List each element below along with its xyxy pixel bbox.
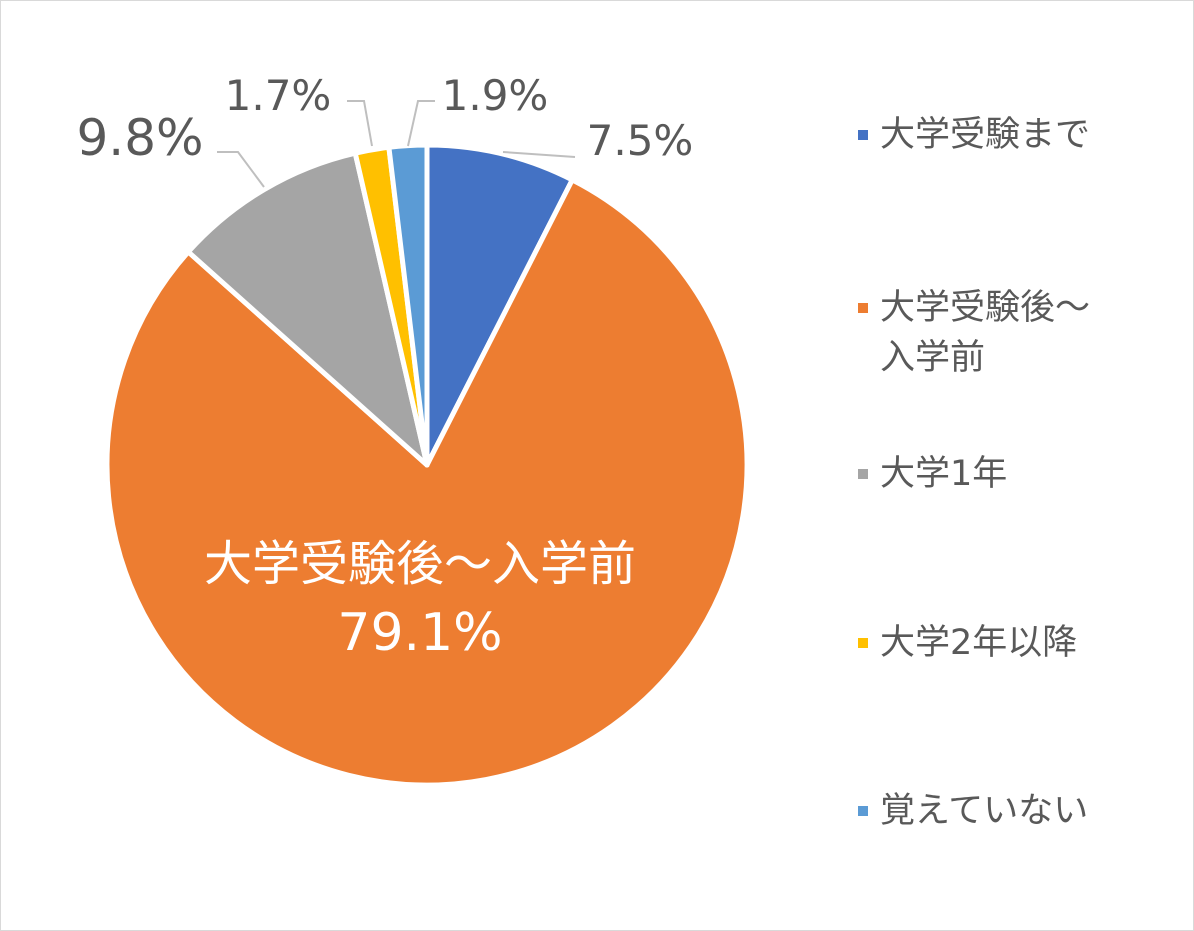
legend-swatch-2 [858, 303, 868, 313]
slice-category-label-2: 大学受験後～入学前 [204, 536, 636, 592]
legend-swatch-4 [858, 638, 868, 648]
pie-slice-3 [185, 150, 430, 468]
leader-line-4 [347, 100, 373, 147]
leader-line-3 [217, 151, 265, 188]
legend-label-3: 大学1年 [880, 454, 1008, 494]
legend-label-5: 覚えていない [880, 791, 1089, 831]
slice-value-label-4: 1.7% [225, 71, 332, 120]
legend-label-2: 大学受験後～ 入学前 [880, 288, 1091, 378]
pie-slices [104, 142, 750, 788]
legend-label-4: 大学2年以降 [880, 623, 1078, 663]
slice-value-label-1: 7.5% [587, 116, 694, 165]
slice-value-label-5: 1.9% [442, 71, 549, 120]
leader-line-5 [407, 100, 435, 147]
pie-slice-1 [424, 142, 575, 468]
slice-labels: 7.5% 大学受験後～入学前 79.1% 9.8% 1.7% 1.9% [76, 71, 693, 663]
pie-slice-2 [104, 177, 750, 788]
legend-swatch-3 [858, 469, 868, 479]
legend: 大学受験まで 大学受験後～ 入学前 大学1年 大学2年以降 覚えていない [858, 0, 1178, 931]
slice-value-label-2: 79.1% [337, 603, 502, 663]
slice-value-label-3: 9.8% [76, 109, 203, 167]
legend-swatch-5 [858, 806, 868, 816]
leader-lines [217, 100, 576, 188]
legend-label-1: 大学受験まで [880, 115, 1091, 155]
legend-swatch-1 [858, 130, 868, 140]
leader-line-1 [502, 151, 576, 158]
